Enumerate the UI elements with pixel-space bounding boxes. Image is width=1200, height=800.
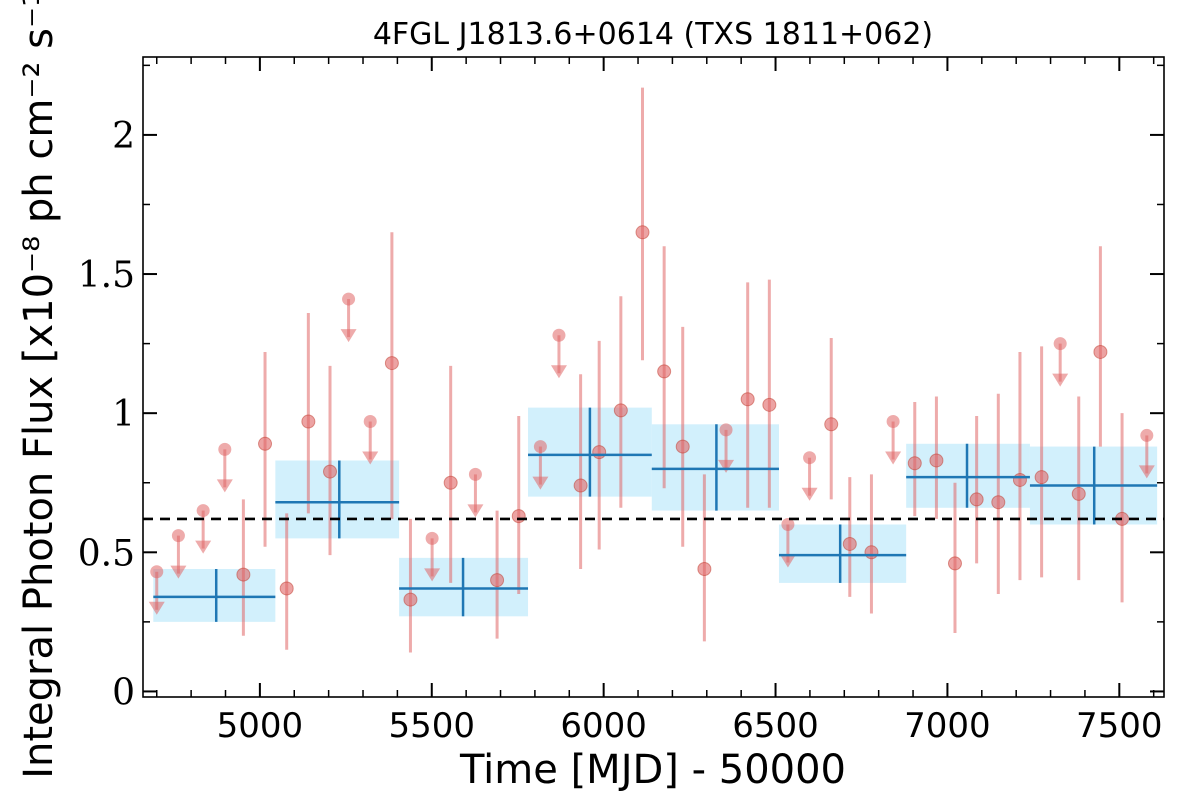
- upper-limit-point: [1053, 337, 1067, 351]
- data-point: [323, 464, 338, 479]
- upper-limit-arrow: [216, 479, 233, 493]
- y-axis-label: Integral Photon Flux [x10⁻⁸ ph cm⁻² s⁻¹]: [16, 0, 62, 779]
- data-point: [740, 392, 755, 407]
- upper-limit-point: [425, 531, 439, 545]
- x-tick-label: 6000: [560, 706, 647, 746]
- upper-limit-arrow: [424, 568, 441, 582]
- upper-limit-arrow: [362, 451, 379, 465]
- data-point: [657, 364, 672, 379]
- upper-limit-arrow: [1052, 373, 1069, 387]
- plot-frame: [142, 56, 1165, 698]
- data-point: [1093, 344, 1108, 359]
- x-axis-label: Time [MJD] - 50000: [459, 747, 846, 793]
- upper-limit-point: [218, 442, 232, 456]
- data-point: [613, 403, 628, 418]
- long-bin-box: [153, 569, 276, 622]
- data-point: [236, 567, 251, 582]
- data-point: [991, 495, 1006, 510]
- y-tick-label: 1: [112, 394, 135, 435]
- upper-limit-point: [363, 415, 377, 429]
- upper-limit-arrow: [718, 459, 735, 473]
- upper-limit-arrow: [195, 540, 212, 554]
- data-point: [490, 573, 505, 588]
- upper-limit-arrow: [148, 601, 165, 615]
- data-point: [675, 439, 690, 454]
- data-point: [762, 397, 777, 412]
- y-tick-label: 1.5: [78, 255, 135, 296]
- long-bin-box: [778, 524, 907, 583]
- data-point: [1071, 486, 1086, 501]
- x-tick-label: 5500: [389, 706, 476, 746]
- data-point: [1012, 472, 1027, 487]
- upper-limit-arrow: [779, 554, 796, 568]
- y-tick-label: 2: [112, 116, 135, 157]
- data-point: [907, 456, 922, 471]
- upper-limit-arrow: [170, 565, 187, 579]
- data-point: [635, 225, 650, 240]
- data-point: [1034, 470, 1049, 485]
- data-point: [842, 536, 857, 551]
- data-point: [824, 417, 839, 432]
- upper-limit-arrow: [532, 476, 549, 490]
- upper-limit-point: [886, 415, 900, 429]
- data-point: [384, 356, 399, 371]
- data-point: [573, 478, 588, 493]
- x-tick-label: 7500: [1076, 706, 1163, 746]
- upper-limit-point: [171, 529, 185, 543]
- y-tick-label: 0.5: [78, 533, 135, 574]
- data-point: [258, 436, 273, 451]
- data-point: [929, 453, 944, 468]
- y-tick-label: 0: [112, 672, 135, 713]
- data-point: [403, 592, 418, 607]
- upper-limit-arrow: [1138, 465, 1155, 479]
- upper-limit-point: [468, 467, 482, 481]
- data-point: [279, 581, 294, 596]
- upper-limit-point: [552, 328, 566, 342]
- upper-limit-point: [342, 292, 356, 306]
- upper-limit-arrow: [467, 504, 484, 518]
- axes: 5000 5500 6000 6500 7000 7500 0 0.5 1 1.5 2: [78, 57, 1164, 746]
- chart-title: 4FGL J1813.6+0614 (TXS 1811+062): [373, 17, 933, 52]
- data-point: [864, 545, 879, 560]
- data-point: [947, 556, 962, 571]
- upper-limit-point: [150, 565, 164, 579]
- x-tick-label: 6500: [732, 706, 819, 746]
- data-point: [592, 445, 607, 460]
- upper-limit-arrow: [550, 365, 567, 379]
- data-point: [697, 562, 712, 576]
- long-bin-box: [275, 460, 400, 539]
- upper-limit-arrow: [340, 329, 357, 343]
- upper-limit-arrow: [885, 451, 902, 465]
- upper-limit-point: [1140, 428, 1154, 442]
- data-point: [969, 492, 984, 507]
- plot-area: [143, 87, 1164, 653]
- upper-limit-point: [196, 504, 210, 518]
- data-point: [443, 475, 458, 490]
- data-point: [301, 414, 316, 429]
- upper-limit-point: [533, 440, 547, 454]
- x-tick-label: 5000: [217, 706, 304, 746]
- data-point: [511, 509, 526, 524]
- upper-limit-arrow: [801, 487, 818, 501]
- x-tick-label: 7000: [904, 706, 991, 746]
- upper-limit-point: [781, 517, 795, 531]
- upper-limit-point: [719, 423, 733, 437]
- upper-limit-point: [803, 451, 817, 465]
